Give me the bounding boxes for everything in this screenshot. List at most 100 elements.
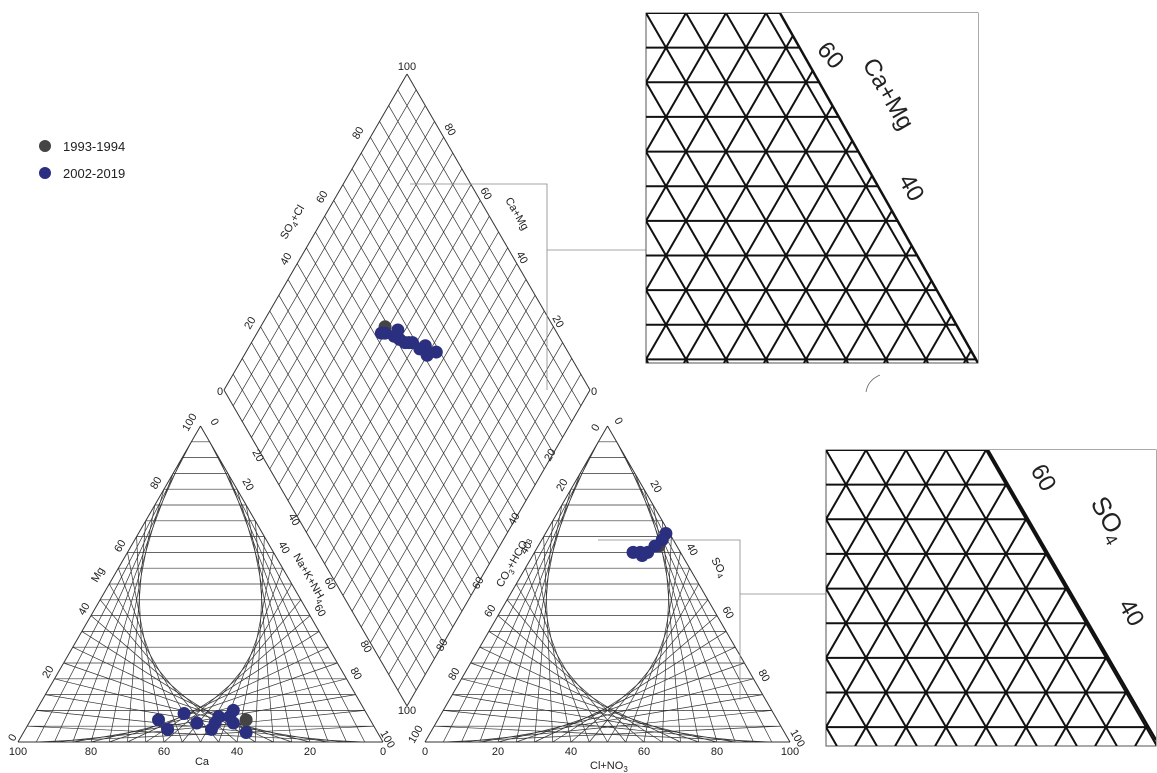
diamond-gridline-b	[379, 342, 563, 659]
cation-point	[212, 710, 226, 724]
tick-co3-80: 80	[446, 666, 463, 683]
diamond-gridline-b	[351, 295, 536, 612]
tick-ca-40: 40	[231, 746, 243, 758]
inset2-gridline-r	[0, 450, 77, 746]
inset1-gridline-r	[685, 13, 889, 363]
inset1-gridline-r	[725, 13, 929, 363]
diamond-gridline-b	[360, 310, 545, 628]
inset2-gridline-r	[905, 450, 1078, 746]
inset-zoom-camg: 60 Ca+Mg 40	[0, 12, 1157, 773]
diamond-gridline-b	[342, 279, 527, 596]
inset1-gridline-l	[4, 13, 206, 363]
inset1-gridline-l	[646, 13, 647, 15]
tick-co3-0: 0	[589, 422, 602, 433]
inset1-gridline-l	[284, 13, 486, 363]
inset1-gridline-r	[646, 13, 849, 363]
inset1-gridline-r	[646, 149, 769, 363]
inset2-gridline-r	[0, 450, 37, 746]
tick-mg-60: 60	[112, 538, 129, 555]
inset1-gridline-r	[646, 80, 809, 363]
tick-ul-60: 60	[314, 189, 331, 206]
diamond-gridline-b	[315, 231, 499, 549]
inset2-gridline-l	[455, 450, 626, 746]
tick-diamond-top: 100	[398, 61, 416, 73]
inset1-gridline-r	[0, 13, 8, 363]
inset1-gridline-l	[883, 198, 978, 363]
inset2-gridline-r	[865, 450, 1038, 746]
inset1-gridline-r	[126, 13, 328, 363]
inset-callouts	[410, 183, 881, 700]
inset2-gridline-r	[826, 517, 958, 746]
cation-point	[239, 713, 253, 727]
anion-gridline-r	[643, 552, 681, 743]
legend-marker-1993	[39, 140, 51, 152]
inset1-gridline-r	[0, 13, 128, 363]
tick-lr-60: 60	[470, 575, 487, 592]
inset2-gridline-r	[945, 450, 1118, 746]
inset2-gridline-r	[826, 450, 998, 746]
tick-ca-80: 80	[85, 746, 97, 758]
inset1-gridline-r	[46, 13, 248, 363]
tick-na-40: 40	[275, 540, 292, 557]
inset1-gridline-l	[124, 13, 326, 363]
inset2-gridline-l	[826, 450, 987, 730]
inset2-gridline-r	[66, 450, 237, 746]
axis-titles: Ca Mg Na+K+NH4 Cl+NO3 CO3+HCO3 SO4 SO4+C…	[89, 196, 727, 773]
inset1-gridline-l	[324, 13, 526, 363]
inset2-point	[1037, 265, 1071, 299]
inset1-gridline-r	[366, 13, 568, 363]
tick-cl-100: 100	[781, 746, 799, 758]
anion-point	[626, 545, 640, 559]
diamond-gridline-a	[397, 89, 582, 406]
tick-lr-40: 40	[506, 511, 523, 528]
inset1-gridline-l	[0, 13, 86, 363]
anion-gridline-r	[607, 425, 791, 743]
legend-label-1993: 1993-1994	[63, 139, 125, 154]
diamond-gridline-a	[324, 216, 508, 533]
tick-ca-0: 0	[380, 746, 386, 758]
inset1-gridline-l	[1004, 13, 1157, 363]
inset1-gridline-r	[1126, 13, 1157, 363]
cation-point	[226, 716, 240, 730]
inset1-gridline-l	[164, 13, 366, 363]
inset1-gridline-r	[0, 13, 88, 363]
inset1-gridline-l	[1124, 13, 1157, 363]
tick-so4-0: 0	[611, 416, 624, 427]
tick-na-0: 0	[207, 417, 220, 428]
inset1-gridline-r	[86, 13, 288, 363]
inset1-gridline-r	[646, 288, 689, 363]
cation-point	[239, 726, 253, 740]
tick-diamond-left: 0	[217, 386, 223, 398]
inset2-gridline-l	[415, 450, 586, 746]
inset2-gridline-r	[346, 450, 517, 746]
inset1-gridline-r	[1046, 13, 1157, 363]
inset1-gridline-l	[0, 13, 166, 363]
inset2-gridline-l	[1094, 638, 1156, 746]
inset1-point	[146, 602, 178, 634]
inset1-gridline-l	[0, 13, 126, 363]
tick-co3-100: 100	[406, 724, 426, 746]
inset1-point	[444, 746, 476, 773]
inset2-gridline-l	[826, 450, 947, 660]
tick-ur-60: 60	[477, 186, 494, 203]
inset1-gridline-l	[646, 13, 807, 293]
tick-lr-80: 80	[434, 637, 451, 654]
inset2-point	[1068, 211, 1102, 245]
inset2-gridline-r	[226, 450, 397, 746]
inset2-point	[1006, 265, 1040, 299]
anion-gridline-r	[625, 568, 690, 743]
inset2-gridline-r	[0, 450, 117, 746]
tick-so4-60: 60	[719, 605, 736, 622]
inset2-gridline-r	[506, 450, 677, 746]
anion-points	[626, 526, 673, 563]
axis-title-cl-no3: Cl+NO3	[590, 760, 628, 773]
tick-co3-60: 60	[482, 603, 499, 620]
legend-label-2002: 2002-2019	[63, 166, 125, 181]
tick-na-20: 20	[239, 477, 256, 494]
axis-title-ca: Ca	[195, 756, 210, 768]
tick-ur-40: 40	[513, 250, 530, 267]
inset2-gridline-l	[215, 450, 386, 746]
inset2-gridline-l	[335, 450, 506, 746]
diamond-gridline-b	[397, 374, 582, 691]
inset2-gridline-r	[826, 725, 838, 746]
